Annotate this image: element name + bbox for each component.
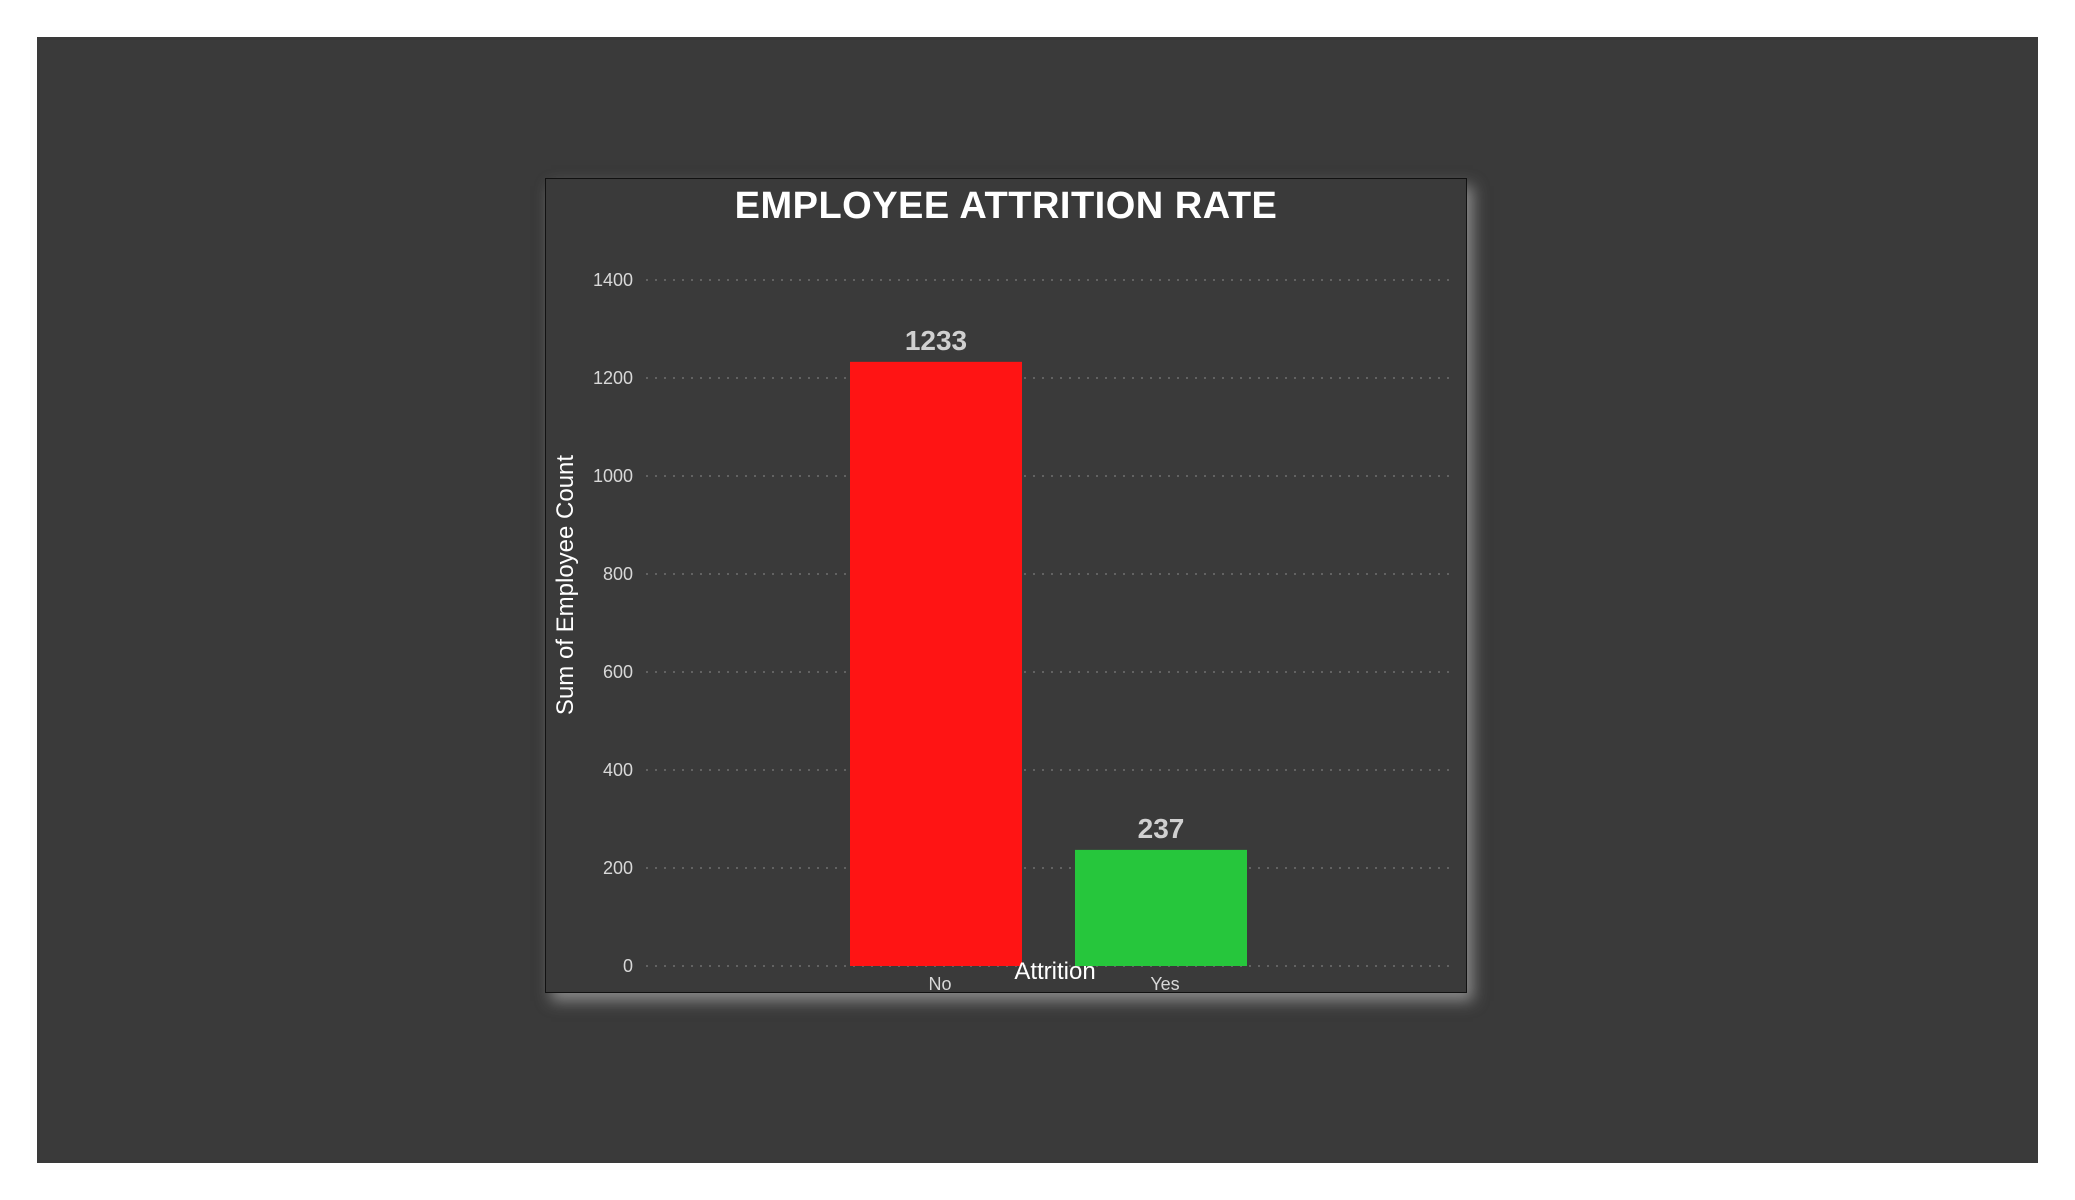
y-tick-label: 0 (623, 956, 633, 976)
chart-title: EMPLOYEE ATTRITION RATE (734, 185, 1278, 227)
x-axis-ticks: No Yes (928, 974, 1179, 992)
y-tick-label: 1400 (593, 270, 633, 290)
grid-lines (646, 279, 1456, 967)
data-labels: 1233 237 (905, 325, 1185, 844)
data-label-yes: 237 (1138, 813, 1185, 844)
y-tick-label: 800 (603, 564, 633, 584)
x-axis-title: Attrition (1014, 958, 1095, 985)
data-label-no: 1233 (905, 325, 967, 356)
bar-no[interactable] (850, 361, 1022, 966)
y-tick-label: 600 (603, 662, 633, 682)
y-axis-title: Sum of Employee Count (552, 455, 579, 715)
bars (850, 361, 1247, 966)
y-tick-label: 1200 (593, 368, 633, 388)
slide-background: EMPLOYEE ATTRITION RATE 0 200 400 600 800 100… (37, 37, 2038, 1163)
y-tick-label: 400 (603, 760, 633, 780)
x-tick-label-yes: Yes (1150, 974, 1179, 992)
y-tick-label: 200 (603, 858, 633, 878)
x-tick-label-no: No (928, 974, 951, 992)
y-axis-ticks: 0 200 400 600 800 1000 1200 1400 (593, 270, 633, 976)
bar-yes[interactable] (1075, 849, 1247, 966)
chart-card: EMPLOYEE ATTRITION RATE 0 200 400 600 800 100… (545, 178, 1467, 993)
y-tick-label: 1000 (593, 466, 633, 486)
